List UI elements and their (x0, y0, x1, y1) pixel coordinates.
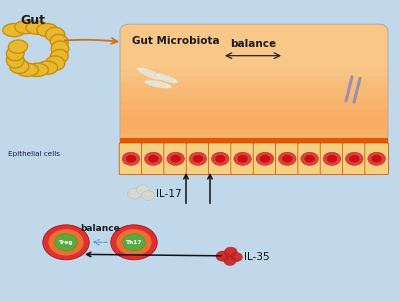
Circle shape (215, 155, 226, 163)
FancyBboxPatch shape (231, 143, 254, 175)
FancyBboxPatch shape (186, 143, 210, 175)
Circle shape (260, 155, 270, 163)
Circle shape (193, 155, 203, 163)
Circle shape (167, 152, 184, 165)
FancyBboxPatch shape (120, 109, 388, 135)
Circle shape (224, 247, 237, 257)
FancyBboxPatch shape (120, 140, 388, 175)
Ellipse shape (50, 34, 68, 49)
Circle shape (170, 155, 181, 163)
Circle shape (282, 155, 292, 163)
FancyBboxPatch shape (298, 143, 322, 175)
Circle shape (278, 152, 296, 165)
Circle shape (230, 253, 242, 262)
Ellipse shape (26, 21, 48, 34)
Circle shape (55, 234, 77, 251)
FancyBboxPatch shape (120, 102, 388, 142)
Ellipse shape (10, 59, 29, 73)
Ellipse shape (46, 56, 65, 70)
Ellipse shape (6, 46, 24, 61)
Circle shape (346, 152, 363, 165)
Text: IL-35: IL-35 (244, 252, 270, 262)
Circle shape (238, 155, 248, 163)
Circle shape (142, 191, 154, 200)
FancyBboxPatch shape (120, 115, 388, 129)
FancyBboxPatch shape (120, 76, 388, 168)
FancyBboxPatch shape (365, 143, 388, 175)
Ellipse shape (137, 67, 163, 80)
Text: Gut: Gut (20, 14, 45, 27)
Ellipse shape (26, 63, 48, 76)
Circle shape (234, 152, 252, 165)
Circle shape (189, 152, 207, 165)
Ellipse shape (8, 40, 28, 53)
Circle shape (212, 152, 229, 165)
FancyBboxPatch shape (120, 82, 388, 161)
Ellipse shape (6, 52, 24, 68)
Circle shape (216, 251, 230, 261)
Circle shape (123, 234, 145, 251)
Circle shape (43, 225, 89, 260)
Ellipse shape (143, 70, 157, 77)
Circle shape (304, 155, 315, 163)
Circle shape (128, 188, 142, 199)
Ellipse shape (3, 23, 25, 37)
Circle shape (224, 256, 236, 265)
Ellipse shape (144, 80, 172, 88)
FancyBboxPatch shape (342, 143, 366, 175)
Text: balance: balance (80, 224, 120, 233)
Text: balance: balance (230, 39, 276, 49)
Circle shape (368, 152, 386, 165)
FancyBboxPatch shape (120, 69, 388, 175)
Ellipse shape (160, 76, 172, 81)
Text: Treg: Treg (59, 240, 73, 245)
FancyBboxPatch shape (320, 143, 344, 175)
Circle shape (327, 155, 337, 163)
Text: Epithelial cells: Epithelial cells (8, 151, 60, 157)
Circle shape (111, 225, 157, 260)
Ellipse shape (154, 73, 178, 83)
Circle shape (122, 152, 140, 165)
FancyBboxPatch shape (120, 96, 388, 148)
FancyBboxPatch shape (142, 143, 165, 175)
Ellipse shape (15, 20, 37, 34)
Circle shape (126, 155, 136, 163)
Text: Gut Microbiota: Gut Microbiota (132, 36, 220, 46)
Circle shape (144, 152, 162, 165)
FancyBboxPatch shape (164, 143, 187, 175)
Ellipse shape (51, 41, 69, 57)
Ellipse shape (50, 49, 68, 64)
Circle shape (256, 152, 274, 165)
Ellipse shape (37, 23, 58, 37)
Circle shape (148, 155, 158, 163)
Ellipse shape (37, 61, 58, 74)
FancyBboxPatch shape (253, 143, 277, 175)
Circle shape (349, 155, 360, 163)
Text: Th17: Th17 (126, 240, 142, 245)
Ellipse shape (46, 27, 65, 42)
Circle shape (48, 229, 84, 256)
FancyBboxPatch shape (120, 24, 388, 175)
FancyBboxPatch shape (119, 143, 143, 175)
Circle shape (372, 155, 382, 163)
Circle shape (136, 185, 149, 194)
FancyBboxPatch shape (208, 143, 232, 175)
Ellipse shape (150, 82, 166, 86)
FancyBboxPatch shape (276, 143, 299, 175)
FancyBboxPatch shape (120, 89, 388, 155)
Ellipse shape (16, 63, 38, 76)
Text: IL-17: IL-17 (156, 189, 182, 199)
Circle shape (323, 152, 341, 165)
Circle shape (116, 229, 152, 256)
Circle shape (301, 152, 318, 165)
FancyBboxPatch shape (120, 138, 388, 145)
